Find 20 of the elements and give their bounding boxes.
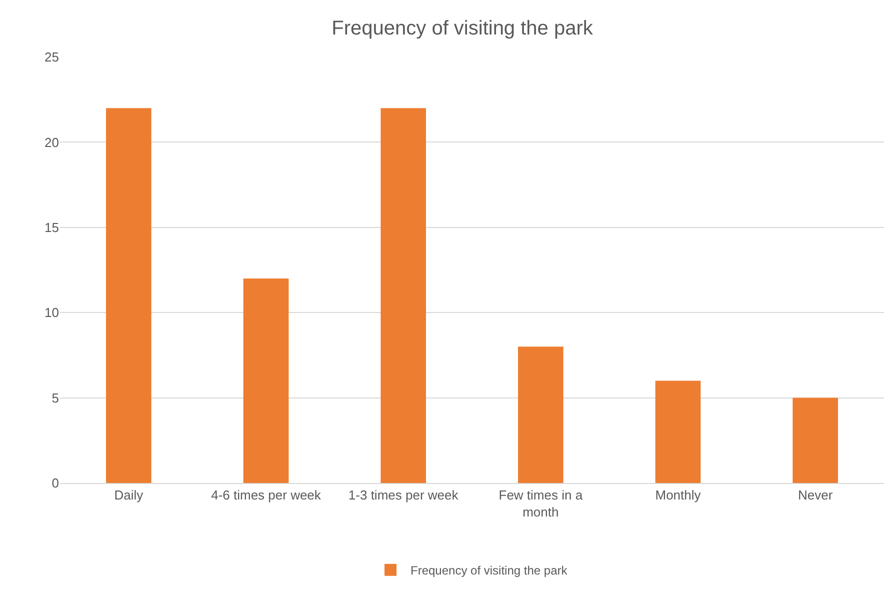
bar — [243, 278, 289, 483]
y-tick-label: 20 — [44, 134, 59, 150]
x-tick-label: Never — [798, 488, 834, 503]
bar — [655, 380, 701, 483]
x-tick-label: Monthly — [655, 488, 702, 503]
x-tick-label: Few times in a month — [498, 488, 584, 520]
chart-title: Frequency of visiting the park — [332, 18, 594, 40]
x-tick-label: 1-3 times per week — [348, 488, 459, 503]
legend-label: Frequency of visiting the park — [410, 564, 568, 578]
y-tick-label: 5 — [52, 390, 59, 406]
bar — [518, 346, 564, 483]
bar — [106, 108, 152, 483]
bar — [380, 108, 426, 483]
y-tick-label: 25 — [44, 50, 59, 65]
x-tick-label: Daily — [114, 488, 144, 503]
y-tick-label: 0 — [52, 476, 59, 491]
y-tick-label: 15 — [44, 220, 59, 235]
bar — [792, 398, 838, 483]
x-tick-label: 4-6 times per week — [211, 488, 322, 503]
y-tick-label: 10 — [44, 305, 59, 320]
